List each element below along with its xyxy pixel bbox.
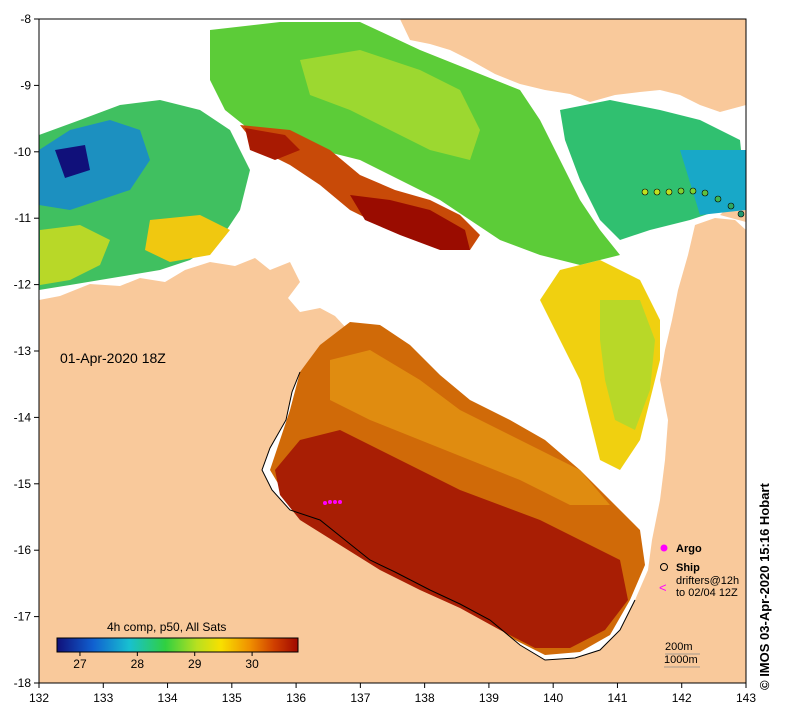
contour-1000-label: 1000m xyxy=(664,654,698,666)
timestamp-label: 01-Apr-2020 18Z xyxy=(60,350,166,366)
colorbar-scale xyxy=(56,637,299,653)
argo-marker xyxy=(323,500,342,505)
drifters-legend-line2: to 02/04 12Z xyxy=(676,587,738,599)
map-legend: Argo Ship drifters@12h < to 02/04 12Z 20… xyxy=(659,543,739,668)
longitude-tick-label: 134 xyxy=(158,691,178,705)
latitude-tick-label: -8 xyxy=(20,12,31,26)
latitude-tick-label: -9 xyxy=(20,78,31,92)
latitude-tick-label: -16 xyxy=(14,543,32,557)
latitude-tick-label: -10 xyxy=(14,145,32,159)
latitude-tick-label: -17 xyxy=(14,610,32,624)
ship-legend-icon xyxy=(660,563,668,571)
colorbar-ticks: 27 28 29 30 xyxy=(73,652,259,671)
drifter-legend-icon: < xyxy=(659,580,667,595)
latitude-tick-label: -14 xyxy=(14,410,32,424)
longitude-axis: 132 133 134 135 136 137 138 139 140 141 142 143 xyxy=(29,683,756,705)
longitude-tick-label: 137 xyxy=(350,691,370,705)
latitude-tick-label: -15 xyxy=(14,477,32,491)
colorbar-tick-label: 30 xyxy=(245,657,259,671)
longitude-tick-label: 135 xyxy=(222,691,242,705)
latitude-tick-label: -18 xyxy=(14,676,32,690)
colorbar-tick-label: 28 xyxy=(131,657,145,671)
latitude-tick-label: -12 xyxy=(14,278,32,292)
longitude-tick-label: 133 xyxy=(93,691,113,705)
ship-legend-label: Ship xyxy=(676,562,700,574)
credit-label: © IMOS 03-Apr-2020 15:16 Hobart xyxy=(757,483,772,690)
colorbar-title: 4h comp, p50, All Sats xyxy=(107,620,226,634)
drifter-track xyxy=(641,187,745,218)
map-area xyxy=(39,19,746,683)
argo-legend-label: Argo xyxy=(676,543,702,555)
colorbar-tick-label: 27 xyxy=(73,657,87,671)
longitude-tick-label: 141 xyxy=(607,691,627,705)
longitude-tick-label: 140 xyxy=(543,691,563,705)
coastline xyxy=(261,371,636,661)
sst-data-layer xyxy=(39,22,746,655)
longitude-tick-label: 138 xyxy=(415,691,435,705)
colorbar-tick-label: 29 xyxy=(188,657,202,671)
drifters-legend-line1: drifters@12h xyxy=(676,575,739,587)
contour-200-label: 200m xyxy=(665,641,693,653)
longitude-tick-label: 143 xyxy=(736,691,756,705)
longitude-tick-label: 132 xyxy=(29,691,49,705)
longitude-tick-label: 142 xyxy=(672,691,692,705)
latitude-tick-label: -13 xyxy=(14,344,32,358)
latitude-axis: -8 -9 -10 -11 -12 -13 -14 -15 -16 -17 -18 xyxy=(14,12,39,690)
latitude-tick-label: -11 xyxy=(15,211,32,225)
longitude-tick-label: 136 xyxy=(286,691,306,705)
colorbar: 4h comp, p50, All Sats 27 28 29 30 xyxy=(56,620,299,671)
longitude-tick-label: 139 xyxy=(479,691,499,705)
argo-legend-icon xyxy=(660,544,668,552)
